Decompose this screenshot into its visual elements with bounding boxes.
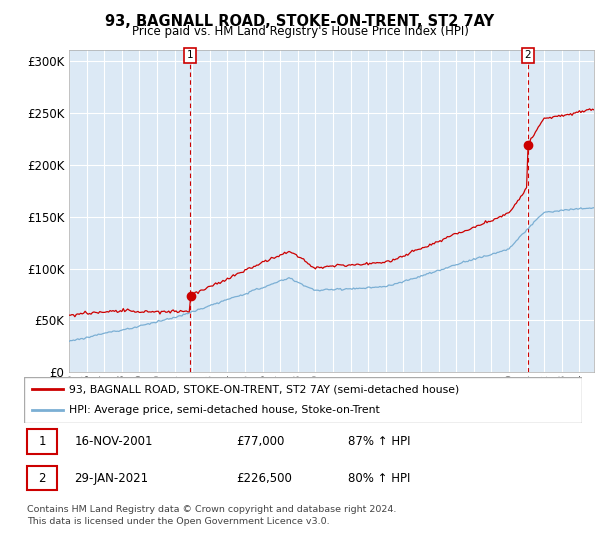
Text: 80% ↑ HPI: 80% ↑ HPI (347, 472, 410, 484)
Text: 1: 1 (38, 435, 46, 448)
Text: 29-JAN-2021: 29-JAN-2021 (74, 472, 148, 484)
Text: 93, BAGNALL ROAD, STOKE-ON-TRENT, ST2 7AY: 93, BAGNALL ROAD, STOKE-ON-TRENT, ST2 7A… (106, 14, 494, 29)
Text: 93, BAGNALL ROAD, STOKE-ON-TRENT, ST2 7AY (semi-detached house): 93, BAGNALL ROAD, STOKE-ON-TRENT, ST2 7A… (68, 384, 459, 394)
Text: HPI: Average price, semi-detached house, Stoke-on-Trent: HPI: Average price, semi-detached house,… (68, 405, 379, 416)
Text: Price paid vs. HM Land Registry's House Price Index (HPI): Price paid vs. HM Land Registry's House … (131, 25, 469, 38)
Text: £77,000: £77,000 (236, 435, 284, 448)
Text: £226,500: £226,500 (236, 472, 292, 484)
Text: 87% ↑ HPI: 87% ↑ HPI (347, 435, 410, 448)
Bar (27, 430, 58, 454)
Text: 16-NOV-2001: 16-NOV-2001 (74, 435, 153, 448)
Bar (27, 466, 58, 491)
Text: Contains HM Land Registry data © Crown copyright and database right 2024.
This d: Contains HM Land Registry data © Crown c… (27, 505, 397, 526)
Text: 2: 2 (38, 472, 46, 484)
Text: 1: 1 (187, 50, 193, 60)
Text: 2: 2 (524, 50, 532, 60)
